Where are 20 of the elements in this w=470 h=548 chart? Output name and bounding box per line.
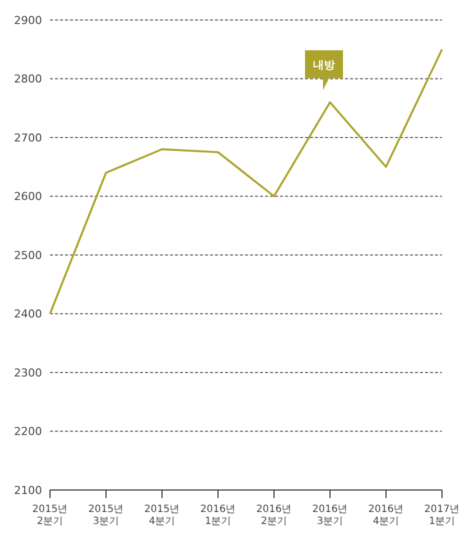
y-tick-label: 2400	[14, 308, 42, 321]
y-tick-label: 2700	[14, 131, 42, 144]
y-tick-label: 2800	[14, 72, 42, 86]
line-series	[49, 48, 443, 315]
y-tick-label: 2600	[14, 190, 42, 204]
x-tick-label: 2016년 2분기	[256, 504, 292, 527]
x-tick-label: 2016년 3분기	[312, 504, 348, 527]
x-tick-label: 2016년 4분기	[368, 504, 404, 527]
x-tick-label: 2016년 1분기	[200, 504, 236, 527]
y-tick-label: 2900	[14, 14, 42, 27]
y-tick-label: 2200	[14, 425, 42, 438]
x-tick-label: 2015년 4분기	[144, 504, 180, 527]
y-tick-label: 2300	[14, 366, 42, 380]
x-tick-label: 2017년 1분기	[424, 504, 460, 527]
x-tick-label: 2015년 2분기	[32, 504, 68, 527]
y-tick-label: 2500	[14, 248, 42, 262]
x-tick-label: 2015년 3분기	[88, 504, 124, 527]
y-tick-label: 2100	[14, 484, 42, 497]
annotation: 내방	[313, 58, 335, 72]
speech-bubble: 내방	[305, 50, 343, 90]
